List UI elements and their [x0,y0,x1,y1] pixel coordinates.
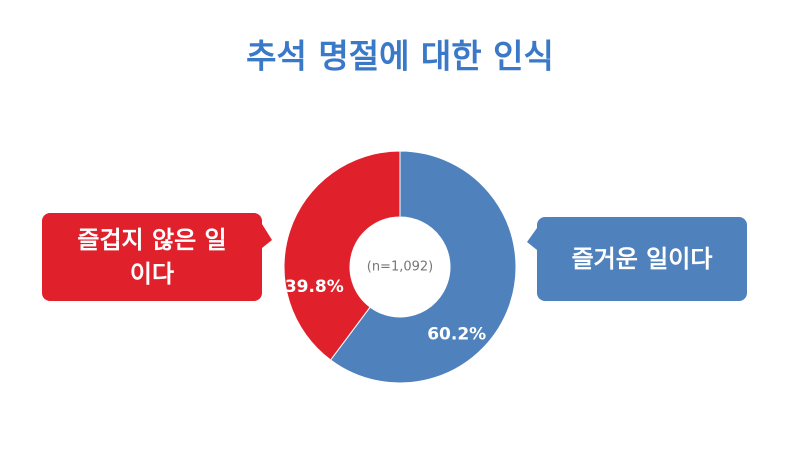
callout-pointer [262,224,272,248]
center-label: (n=1,092) [367,260,434,275]
callout-label: 즐겁지 않은 일이다 [42,213,262,301]
chart-title: 추석 명절에 대한 인식 [246,37,554,76]
value-label: 39.8% [285,277,344,297]
donut-slice [329,150,517,384]
value-label: 60.2% [427,324,486,344]
donut-slice [283,150,401,361]
callout-pointer [527,228,537,250]
callout-label: 즐거운 일이다 [537,217,747,301]
